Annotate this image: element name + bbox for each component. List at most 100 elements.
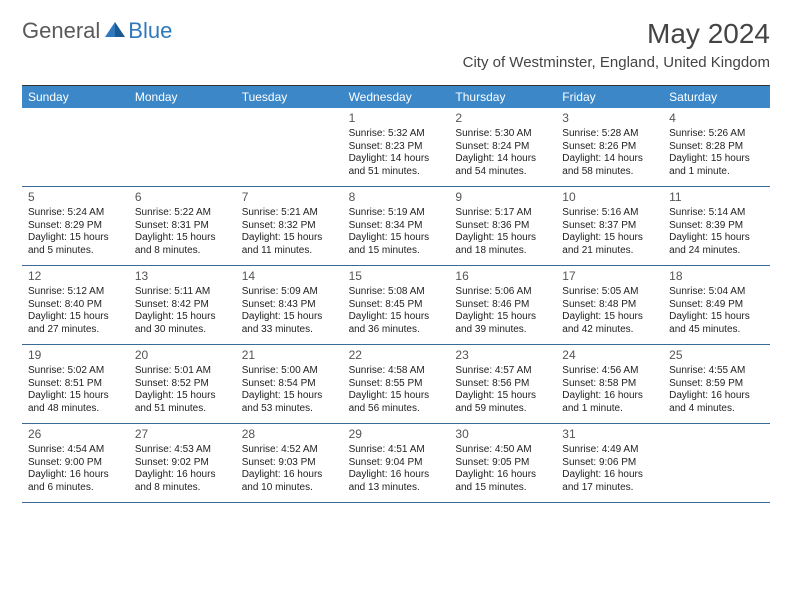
day-info-line: Daylight: 15 hours (349, 311, 444, 324)
day-info-line: Sunrise: 5:28 AM (562, 128, 657, 141)
day-info-line: and 33 minutes. (242, 324, 337, 337)
day-cell: 28Sunrise: 4:52 AMSunset: 9:03 PMDayligh… (236, 424, 343, 502)
day-info-line: and 4 minutes. (669, 403, 764, 416)
day-info-line: Sunset: 8:43 PM (242, 299, 337, 312)
day-cell: 7Sunrise: 5:21 AMSunset: 8:32 PMDaylight… (236, 187, 343, 265)
day-cell: 17Sunrise: 5:05 AMSunset: 8:48 PMDayligh… (556, 266, 663, 344)
day-info-line: Sunrise: 4:57 AM (455, 365, 550, 378)
day-cell: 25Sunrise: 4:55 AMSunset: 8:59 PMDayligh… (663, 345, 770, 423)
day-info-line: Daylight: 14 hours (349, 153, 444, 166)
day-info-line: Sunrise: 5:14 AM (669, 207, 764, 220)
day-header-thursday: Thursday (449, 86, 556, 108)
day-info-line: and 45 minutes. (669, 324, 764, 337)
day-number: 15 (349, 269, 444, 284)
day-number: 10 (562, 190, 657, 205)
day-number: 20 (135, 348, 230, 363)
day-info-line: and 39 minutes. (455, 324, 550, 337)
day-number: 14 (242, 269, 337, 284)
day-number: 19 (28, 348, 123, 363)
day-info-line: Daylight: 15 hours (28, 232, 123, 245)
day-cell: 22Sunrise: 4:58 AMSunset: 8:55 PMDayligh… (343, 345, 450, 423)
title-block: May 2024 City of Westminster, England, U… (463, 18, 770, 71)
day-info-line: Sunrise: 5:02 AM (28, 365, 123, 378)
day-info-line: Sunrise: 5:17 AM (455, 207, 550, 220)
day-info-line: and 24 minutes. (669, 245, 764, 258)
day-number: 13 (135, 269, 230, 284)
day-info-line: and 59 minutes. (455, 403, 550, 416)
day-header-row: Sunday Monday Tuesday Wednesday Thursday… (22, 86, 770, 108)
day-info-line: Sunrise: 4:58 AM (349, 365, 444, 378)
week-row: 5Sunrise: 5:24 AMSunset: 8:29 PMDaylight… (22, 187, 770, 266)
day-info-line: Daylight: 16 hours (562, 390, 657, 403)
day-number: 11 (669, 190, 764, 205)
day-header-friday: Friday (556, 86, 663, 108)
day-info-line: Sunset: 8:29 PM (28, 220, 123, 233)
day-info-line: and 17 minutes. (562, 482, 657, 495)
day-info-line: Sunset: 8:56 PM (455, 378, 550, 391)
day-info-line: and 30 minutes. (135, 324, 230, 337)
day-info-line: and 11 minutes. (242, 245, 337, 258)
day-info-line: Daylight: 15 hours (242, 232, 337, 245)
day-cell: 16Sunrise: 5:06 AMSunset: 8:46 PMDayligh… (449, 266, 556, 344)
day-info-line: Sunrise: 4:54 AM (28, 444, 123, 457)
day-number: 9 (455, 190, 550, 205)
day-number: 5 (28, 190, 123, 205)
day-info-line: Sunrise: 5:22 AM (135, 207, 230, 220)
day-info-line: Sunrise: 5:09 AM (242, 286, 337, 299)
day-number: 18 (669, 269, 764, 284)
calendar: Sunday Monday Tuesday Wednesday Thursday… (22, 85, 770, 503)
day-info-line: Sunset: 8:48 PM (562, 299, 657, 312)
day-number: 27 (135, 427, 230, 442)
day-info-line: Daylight: 14 hours (562, 153, 657, 166)
day-info-line: and 15 minutes. (455, 482, 550, 495)
day-info-line: Sunset: 8:34 PM (349, 220, 444, 233)
day-header-tuesday: Tuesday (236, 86, 343, 108)
day-cell: 29Sunrise: 4:51 AMSunset: 9:04 PMDayligh… (343, 424, 450, 502)
day-info-line: Sunset: 8:46 PM (455, 299, 550, 312)
day-info-line: Sunset: 8:58 PM (562, 378, 657, 391)
day-cell (236, 108, 343, 186)
day-info-line: Sunrise: 4:55 AM (669, 365, 764, 378)
day-info-line: and 1 minute. (669, 166, 764, 179)
day-number: 31 (562, 427, 657, 442)
day-info-line: Sunset: 9:06 PM (562, 457, 657, 470)
day-cell: 3Sunrise: 5:28 AMSunset: 8:26 PMDaylight… (556, 108, 663, 186)
day-number: 22 (349, 348, 444, 363)
day-info-line: Sunset: 8:36 PM (455, 220, 550, 233)
day-info-line: Sunrise: 5:19 AM (349, 207, 444, 220)
logo: General Blue (22, 18, 172, 44)
day-info-line: Daylight: 16 hours (562, 469, 657, 482)
day-info-line: Sunrise: 4:51 AM (349, 444, 444, 457)
day-info-line: Sunrise: 5:04 AM (669, 286, 764, 299)
day-info-line: and 18 minutes. (455, 245, 550, 258)
day-info-line: Sunrise: 5:21 AM (242, 207, 337, 220)
day-info-line: Sunset: 9:00 PM (28, 457, 123, 470)
day-number: 7 (242, 190, 337, 205)
day-info-line: and 21 minutes. (562, 245, 657, 258)
day-info-line: Sunrise: 5:30 AM (455, 128, 550, 141)
day-number: 24 (562, 348, 657, 363)
day-cell: 23Sunrise: 4:57 AMSunset: 8:56 PMDayligh… (449, 345, 556, 423)
day-info-line: Sunset: 8:45 PM (349, 299, 444, 312)
day-info-line: Sunset: 8:39 PM (669, 220, 764, 233)
day-info-line: Sunset: 9:02 PM (135, 457, 230, 470)
day-cell: 18Sunrise: 5:04 AMSunset: 8:49 PMDayligh… (663, 266, 770, 344)
day-number: 25 (669, 348, 764, 363)
day-info-line: Daylight: 15 hours (135, 390, 230, 403)
day-info-line: Daylight: 16 hours (242, 469, 337, 482)
day-cell: 6Sunrise: 5:22 AMSunset: 8:31 PMDaylight… (129, 187, 236, 265)
location-text: City of Westminster, England, United Kin… (463, 54, 770, 71)
week-row: 26Sunrise: 4:54 AMSunset: 9:00 PMDayligh… (22, 424, 770, 503)
day-info-line: Sunset: 8:40 PM (28, 299, 123, 312)
day-info-line: Daylight: 15 hours (669, 153, 764, 166)
day-number: 23 (455, 348, 550, 363)
day-info-line: Sunset: 8:42 PM (135, 299, 230, 312)
day-cell: 14Sunrise: 5:09 AMSunset: 8:43 PMDayligh… (236, 266, 343, 344)
day-header-saturday: Saturday (663, 86, 770, 108)
day-info-line: and 10 minutes. (242, 482, 337, 495)
day-number: 4 (669, 111, 764, 126)
day-info-line: Sunrise: 5:05 AM (562, 286, 657, 299)
day-info-line: and 6 minutes. (28, 482, 123, 495)
day-number: 2 (455, 111, 550, 126)
day-info-line: Daylight: 15 hours (455, 232, 550, 245)
